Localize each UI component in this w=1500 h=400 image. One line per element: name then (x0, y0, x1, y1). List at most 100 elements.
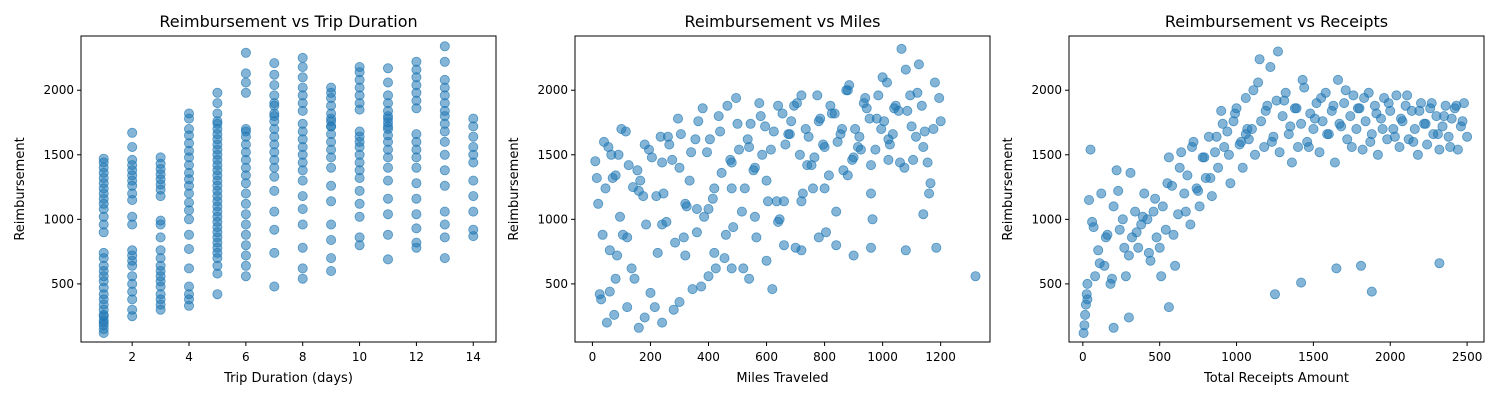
data-point (854, 131, 865, 142)
data-point (606, 149, 617, 160)
y-tick-label: 1500 (537, 148, 568, 162)
data-point (818, 139, 829, 150)
data-point (749, 211, 760, 222)
data-point (411, 209, 422, 220)
data-point (713, 111, 724, 122)
data-point (439, 232, 450, 243)
point-group (98, 41, 479, 338)
plot-frame (1068, 35, 1485, 343)
data-point (809, 152, 820, 163)
data-point (1236, 136, 1247, 147)
data-point (1205, 172, 1216, 183)
data-point (1114, 224, 1125, 235)
data-point (842, 170, 853, 181)
data-point (908, 154, 919, 165)
x-tick-label: 1000 (1221, 350, 1252, 364)
data-point (815, 113, 826, 124)
data-point (1285, 121, 1296, 132)
data-point (127, 311, 138, 322)
data-point (604, 245, 615, 256)
data-point (703, 271, 714, 282)
data-point (722, 100, 733, 111)
data-point (1253, 77, 1264, 88)
data-point (1130, 206, 1141, 217)
data-point (870, 144, 881, 155)
plot-frame (80, 35, 497, 343)
data-point (1094, 258, 1105, 269)
y-tick-label: 500 (545, 277, 568, 291)
y-tick-label: 2000 (1031, 83, 1062, 97)
data-point (240, 198, 251, 209)
data-point (127, 294, 138, 305)
data-point (610, 273, 621, 284)
data-point (1462, 131, 1473, 142)
x-tick-label: 6 (242, 350, 250, 364)
y-tick-label: 500 (1039, 277, 1062, 291)
data-point (1394, 141, 1405, 152)
x-tick-label: 500 (1148, 350, 1171, 364)
data-point (269, 281, 280, 292)
data-point (765, 144, 776, 155)
data-point (1371, 108, 1382, 119)
data-point (269, 69, 280, 80)
data-point (1329, 157, 1340, 168)
data-point (716, 167, 727, 178)
data-point (667, 154, 678, 165)
data-point (127, 194, 138, 205)
data-point (844, 80, 855, 91)
data-point (779, 240, 790, 251)
data-point (731, 93, 742, 104)
data-point (687, 284, 698, 295)
data-point (297, 165, 308, 176)
data-point (823, 170, 834, 181)
data-point (751, 232, 762, 243)
data-point (768, 126, 779, 137)
data-point (1085, 144, 1096, 155)
data-point (826, 108, 837, 119)
data-point (1148, 206, 1159, 217)
data-point (600, 183, 611, 194)
data-point (668, 304, 679, 315)
data-point (1322, 129, 1333, 140)
data-point (411, 162, 422, 173)
data-point (792, 98, 803, 109)
data-point (1314, 147, 1325, 158)
data-point (240, 126, 251, 137)
data-point (1137, 211, 1148, 222)
data-point (1216, 105, 1227, 116)
data-point (1331, 263, 1342, 274)
data-point (1213, 162, 1224, 173)
data-point (918, 209, 929, 220)
x-tick-label: 0 (1079, 350, 1087, 364)
data-point (1256, 116, 1267, 127)
data-point (468, 121, 479, 132)
data-point (796, 90, 807, 101)
data-point (240, 47, 251, 58)
y-tick-label: 1000 (1031, 212, 1062, 226)
data-point (1139, 188, 1150, 199)
data-point (269, 206, 280, 217)
data-point (742, 134, 753, 145)
data-point (1133, 242, 1144, 253)
data-point (745, 118, 756, 129)
data-point (98, 247, 109, 258)
data-point (867, 214, 878, 225)
data-point (1108, 201, 1119, 212)
data-point (902, 105, 913, 116)
data-point (1391, 90, 1402, 101)
data-point (1185, 219, 1196, 230)
data-point (609, 309, 620, 320)
data-point (1199, 152, 1210, 163)
x-tick-label: 2000 (1375, 350, 1406, 364)
data-point (719, 253, 730, 264)
y-tick-label: 1500 (1031, 148, 1062, 162)
data-point (684, 175, 695, 186)
data-point (1357, 144, 1368, 155)
data-point (970, 271, 981, 282)
data-point (382, 63, 393, 74)
data-point (1389, 131, 1400, 142)
data-point (439, 206, 450, 217)
data-point (1434, 258, 1445, 269)
data-point (771, 196, 782, 207)
data-point (354, 185, 365, 196)
